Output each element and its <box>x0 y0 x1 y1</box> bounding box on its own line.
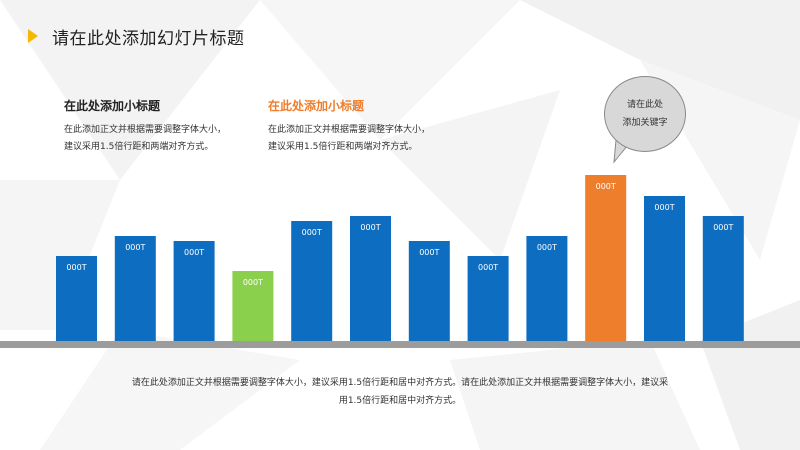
body-left-line2: 建议采用1.5倍行距和两端对齐方式。 <box>64 142 214 152</box>
bar-label-8: 000T <box>478 263 498 272</box>
bar-label-4: 000T <box>243 278 263 287</box>
bubble-line2: 添加关键字 <box>622 118 668 128</box>
footer-line2: 用1.5倍行距和居中对齐方式。 <box>338 396 462 406</box>
bar-label-11: 000T <box>654 203 674 212</box>
bar-label-5: 000T <box>302 228 322 237</box>
bar-1[interactable] <box>56 256 97 341</box>
bar-label-6: 000T <box>360 223 380 232</box>
bar-label-7: 000T <box>419 248 439 257</box>
footer-line1: 请在此处添加正文并根据需要调整字体大小，建议采用1.5倍行距和居中对齐方式。请在… <box>131 378 669 388</box>
chart-baseline <box>0 341 800 348</box>
body-right-line1: 在此添加正文并根据需要调整字体大小， <box>268 125 431 135</box>
bar-3[interactable] <box>173 241 215 341</box>
bar-8[interactable] <box>467 256 509 341</box>
body-left-line1: 在此添加正文并根据需要调整字体大小， <box>64 125 227 135</box>
slide-title[interactable]: 请在此处添加幻灯片标题 <box>52 28 245 49</box>
bar-12[interactable] <box>702 216 744 341</box>
subtitle-right[interactable]: 在此处添加小标题 <box>268 99 365 113</box>
bar-label-3: 000T <box>184 248 204 257</box>
bar-label-1: 000T <box>66 263 86 272</box>
bar-label-12: 000T <box>713 223 733 232</box>
body-text-left[interactable]: 在此添加正文并根据需要调整字体大小， 建议采用1.5倍行距和两端对齐方式。 <box>64 122 264 156</box>
body-right-line2: 建议采用1.5倍行距和两端对齐方式。 <box>268 142 418 152</box>
bar-label-9: 000T <box>537 243 557 252</box>
title-row: 请在此处添加幻灯片标题 <box>28 22 245 50</box>
play-arrow-icon <box>28 29 38 43</box>
body-text-right[interactable]: 在此添加正文并根据需要调整字体大小， 建议采用1.5倍行距和两端对齐方式。 <box>268 122 468 156</box>
bar-9[interactable] <box>526 236 568 341</box>
bar-label-2: 000T <box>125 243 145 252</box>
bar-11[interactable] <box>644 196 685 341</box>
bar-7[interactable] <box>408 241 450 341</box>
text-block-left: 在此处添加小标题 在此添加正文并根据需要调整字体大小， 建议采用1.5倍行距和两… <box>64 97 264 156</box>
bar-10[interactable] <box>585 175 627 341</box>
text-block-right: 在此处添加小标题 在此添加正文并根据需要调整字体大小， 建议采用1.5倍行距和两… <box>268 97 468 156</box>
bar-6[interactable] <box>350 216 391 341</box>
footer-text[interactable]: 请在此处添加正文并根据需要调整字体大小，建议采用1.5倍行距和居中对齐方式。请在… <box>100 374 700 410</box>
bubble-line1: 请在此处 <box>626 100 663 110</box>
bar-5[interactable] <box>291 221 333 341</box>
keyword-speech-bubble[interactable]: 请在此处 添加关键字 <box>604 76 686 152</box>
bar-4[interactable] <box>232 271 274 341</box>
subtitle-left[interactable]: 在此处添加小标题 <box>64 99 161 113</box>
bar-label-10: 000T <box>596 182 616 191</box>
bar-2[interactable] <box>114 236 156 341</box>
